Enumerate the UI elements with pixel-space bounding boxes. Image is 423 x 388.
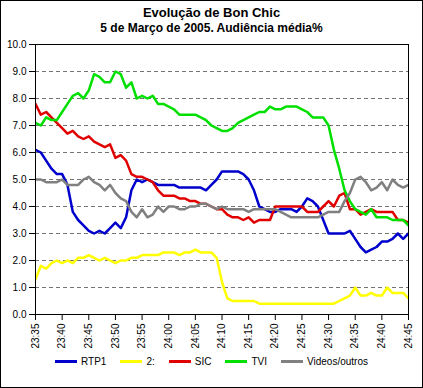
svg-text:24:35: 24:35 (349, 323, 360, 348)
svg-text:24:05: 24:05 (190, 323, 201, 348)
svg-text:24:25: 24:25 (296, 323, 307, 348)
svg-text:9.0: 9.0 (13, 66, 27, 77)
html-text:Videos/outros: Videos/outros (307, 356, 368, 367)
svg-text:7.0: 7.0 (13, 120, 27, 131)
svg-text:10.0: 10.0 (7, 39, 27, 50)
svg-text:24:10: 24:10 (216, 323, 227, 348)
svg-text:24:45: 24:45 (403, 323, 414, 348)
svg-text:3.0: 3.0 (13, 228, 27, 239)
svg-text:4.0: 4.0 (13, 201, 27, 212)
html-text:SIC: SIC (194, 356, 212, 367)
svg-text:2.0: 2.0 (13, 255, 27, 266)
html-text:TVI: TVI (251, 356, 267, 367)
html-text:2:: 2: (146, 356, 155, 367)
svg-text:23:55: 23:55 (136, 323, 147, 348)
svg-text:24:30: 24:30 (323, 323, 334, 348)
html-text:5 de Março de 2005. Audiência: 5 de Março de 2005. Audiência média% (100, 21, 323, 35)
svg-text:5.0: 5.0 (13, 174, 27, 185)
svg-text:24:15: 24:15 (243, 323, 254, 348)
svg-text:24:00: 24:00 (163, 323, 174, 348)
html-text:Evolução de Bon Chic: Evolução de Bon Chic (142, 5, 281, 20)
svg-text:23:40: 23:40 (56, 323, 67, 348)
svg-text:23:35: 23:35 (30, 323, 41, 348)
svg-text:24:40: 24:40 (376, 323, 387, 348)
svg-text:6.0: 6.0 (13, 147, 27, 158)
html-text:RTP1: RTP1 (81, 356, 107, 367)
svg-text:23:45: 23:45 (83, 323, 94, 348)
svg-text:1.0: 1.0 (13, 282, 27, 293)
svg-text:8.0: 8.0 (13, 93, 27, 104)
svg-text:0.0: 0.0 (13, 309, 27, 320)
svg-text:24:20: 24:20 (269, 323, 280, 348)
svg-text:23:50: 23:50 (110, 323, 121, 348)
